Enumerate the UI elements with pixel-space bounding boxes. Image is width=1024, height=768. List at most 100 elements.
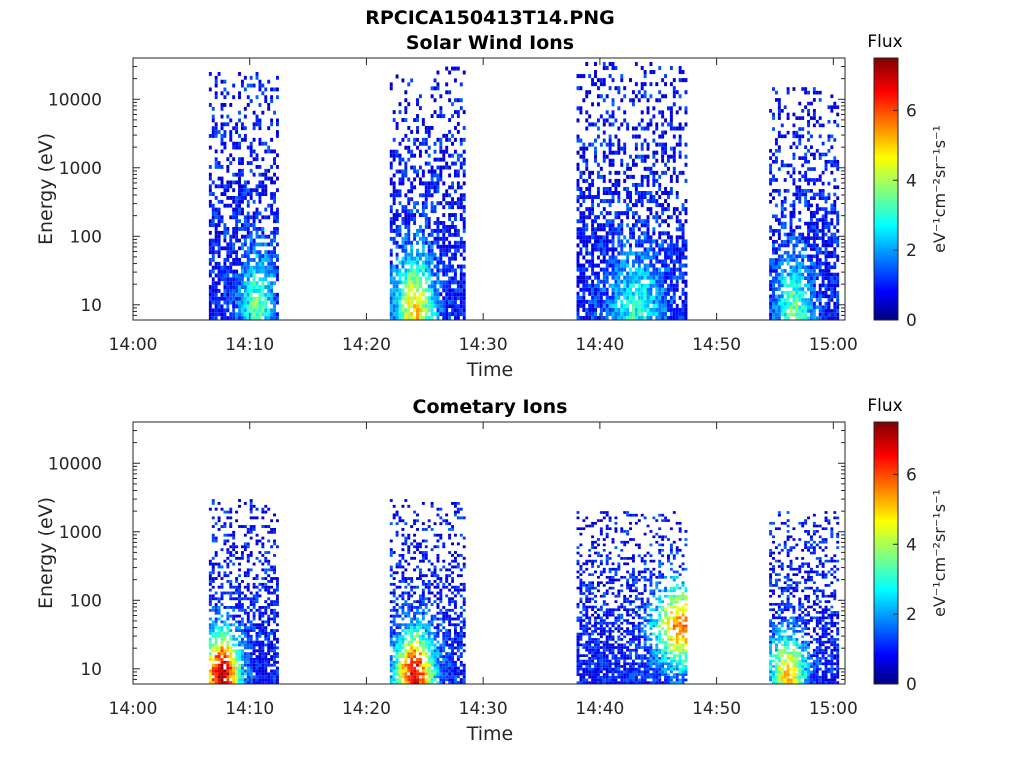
heatmap-cell <box>252 562 256 566</box>
heatmap-cell <box>416 519 419 523</box>
heatmap-cell <box>404 629 408 632</box>
heatmap-cell <box>433 669 437 673</box>
heatmap-cell <box>439 141 443 146</box>
heatmap-cell <box>824 218 828 222</box>
heatmap-cell <box>416 646 419 650</box>
heatmap-cell <box>830 170 834 175</box>
heatmap-cell <box>421 316 425 320</box>
heatmap-cell <box>456 244 460 249</box>
heatmap-cell <box>576 263 580 268</box>
heatmap-cell <box>267 289 271 293</box>
heatmap-cell <box>211 646 215 650</box>
heatmap-cell <box>220 122 224 127</box>
heatmap-cell <box>430 678 434 682</box>
heatmap-cell <box>249 281 253 286</box>
heatmap-cell <box>652 174 656 179</box>
heatmap-cell <box>267 634 271 638</box>
heatmap-cell <box>401 304 405 309</box>
heatmap-cell <box>585 307 589 312</box>
heatmap-cell <box>395 597 399 601</box>
heatmap-cell <box>786 316 790 320</box>
heatmap-cell <box>238 678 241 682</box>
heatmap-cell <box>780 109 784 113</box>
heatmap-cell <box>267 559 271 563</box>
heatmap-cell <box>211 130 215 134</box>
heatmap-cell <box>413 519 417 523</box>
heatmap-cell <box>255 516 259 520</box>
heatmap-cell <box>407 548 411 552</box>
heatmap-cell <box>649 94 653 99</box>
heatmap-cell <box>591 195 595 200</box>
heatmap-cell <box>249 608 253 612</box>
heatmap-cell <box>398 292 402 297</box>
colorbar-tick-label: 6 <box>906 101 917 121</box>
heatmap-cell <box>407 312 411 317</box>
heatmap-cell <box>217 646 221 650</box>
heatmap-cell <box>631 223 635 228</box>
heatmap-cell <box>232 562 236 566</box>
heatmap-cell <box>792 279 796 284</box>
heatmap-cell <box>786 232 790 237</box>
heatmap-cell <box>786 189 790 193</box>
heatmap-cell <box>270 261 274 266</box>
heatmap-cell <box>424 268 428 273</box>
heatmap-cell <box>448 288 452 293</box>
heatmap-cell <box>243 501 247 505</box>
heatmap-cell <box>421 666 425 670</box>
heatmap-cell <box>631 231 635 236</box>
heatmap-cell <box>658 291 662 296</box>
heatmap-cell <box>617 251 621 256</box>
heatmap-cell <box>789 229 793 233</box>
heatmap-cell <box>407 256 411 261</box>
heatmap-cell <box>407 562 411 566</box>
heatmap-cell <box>238 211 241 216</box>
heatmap-cell <box>582 178 586 183</box>
heatmap-cell <box>807 301 810 306</box>
heatmap-cell <box>413 272 417 277</box>
heatmap-cell <box>258 304 262 309</box>
heatmap-cell <box>462 70 466 75</box>
heatmap-cell <box>427 129 431 134</box>
heatmap-cell <box>427 133 431 138</box>
heatmap-cell <box>436 240 440 245</box>
heatmap-cell <box>792 272 796 277</box>
heatmap-cell <box>235 637 239 641</box>
heatmap-cell <box>421 611 425 615</box>
heatmap-cell <box>214 308 218 313</box>
heatmap-cell <box>786 294 790 299</box>
heatmap-cell <box>261 660 265 664</box>
heatmap-cell <box>617 227 621 232</box>
heatmap-cell <box>421 672 425 676</box>
heatmap-cell <box>634 271 638 276</box>
heatmap-cell <box>229 591 233 595</box>
heatmap-cell <box>410 678 414 682</box>
heatmap-cell <box>836 123 840 128</box>
heatmap-cell <box>427 640 431 644</box>
heatmap-cell <box>424 296 428 301</box>
heatmap-cell <box>626 315 630 320</box>
heatmap-cell <box>418 643 422 647</box>
heatmap-cell <box>232 634 236 638</box>
heatmap-cell <box>211 250 215 255</box>
heatmap-cell <box>223 525 227 528</box>
heatmap-cell <box>258 265 262 270</box>
heatmap-cell <box>631 102 635 107</box>
heatmap-cell <box>389 548 393 552</box>
heatmap-cell <box>246 226 250 231</box>
heatmap-cell <box>258 594 262 598</box>
heatmap-cell <box>451 197 454 202</box>
heatmap-cell <box>445 66 449 71</box>
heatmap-cell <box>416 300 419 305</box>
heatmap-cell <box>579 267 583 272</box>
heatmap-cell <box>637 311 641 316</box>
heatmap-cell <box>404 173 408 178</box>
heatmap-cell <box>401 542 405 546</box>
heatmap-cell <box>453 256 457 261</box>
heatmap-cell <box>407 591 411 595</box>
heatmap-cell <box>629 207 632 212</box>
heatmap-cell <box>267 254 271 258</box>
heatmap-cell <box>255 281 259 286</box>
heatmap-cell <box>798 141 802 146</box>
heatmap-cell <box>421 264 425 269</box>
heatmap-cell <box>629 251 632 256</box>
